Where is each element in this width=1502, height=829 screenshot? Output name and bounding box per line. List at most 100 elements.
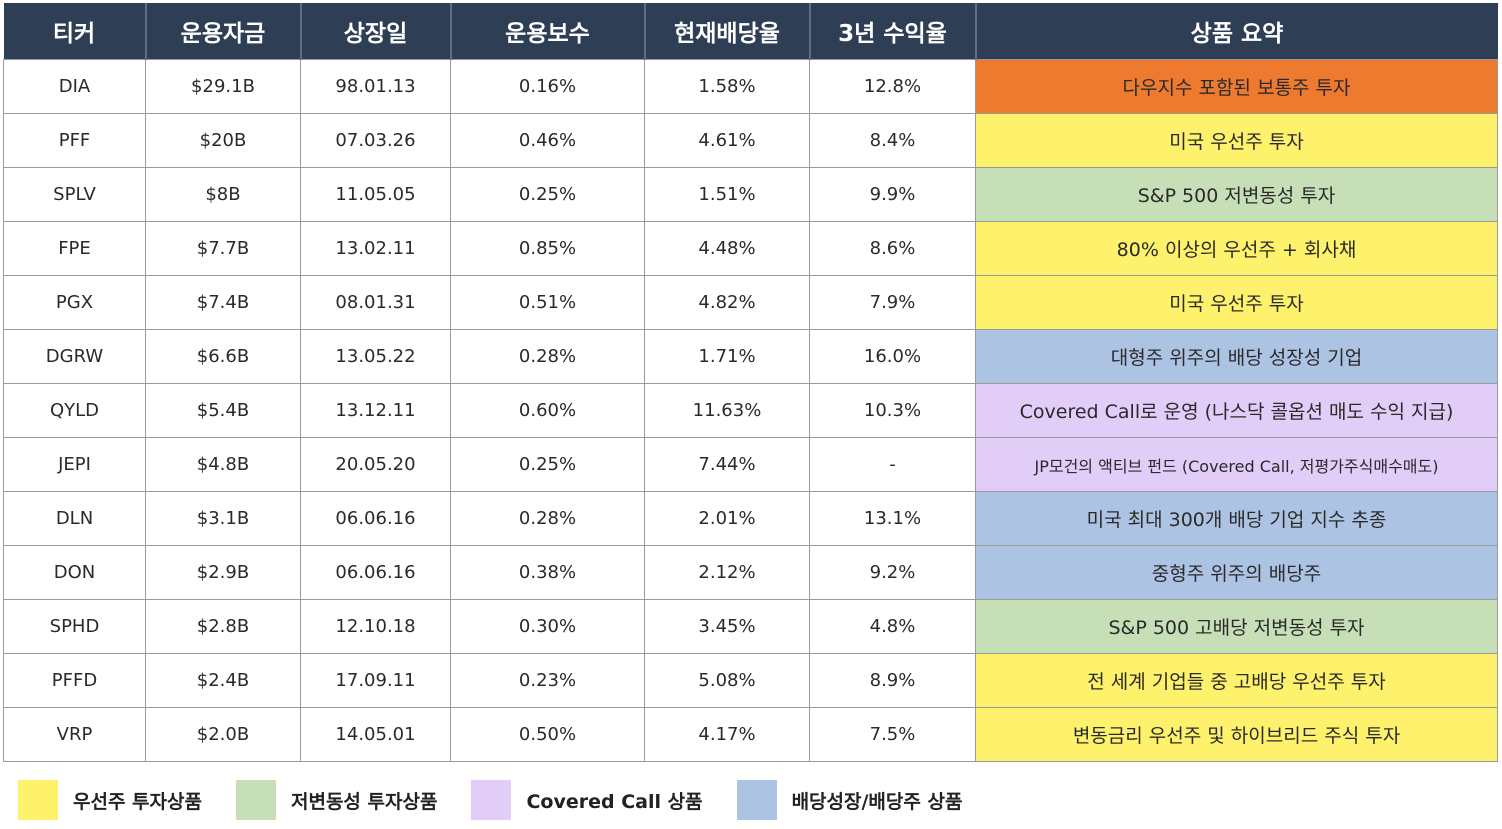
header-summary: 상품 요약: [975, 3, 1498, 60]
cell-fee: 0.30%: [450, 599, 645, 654]
cell-aum: $5.4B: [145, 383, 301, 438]
header-row: 티커 운용자금 상장일 운용보수 현재배당율 3년 수익율 상품 요약: [3, 3, 1498, 60]
cell-summary: 미국 최대 300개 배당 기업 지수 추종: [975, 491, 1498, 546]
table-row: PFFD $2.4B 17.09.11 0.23% 5.08% 8.9% 전 세계 기업들 …: [3, 653, 1498, 708]
header-listing-date: 상장일: [300, 3, 452, 60]
cell-dividend-yield: 5.08%: [644, 653, 810, 708]
cell-ticker: DGRW: [3, 329, 146, 384]
cell-ticker: QYLD: [3, 383, 146, 438]
cell-dividend-yield: 7.44%: [644, 437, 810, 492]
cell-listing-date: 13.05.22: [300, 329, 451, 384]
legend-label: 배당성장/배당주 상품: [791, 790, 963, 813]
cell-aum: $4.8B: [145, 437, 301, 492]
table-row: DGRW $6.6B 13.05.22 0.28% 1.71% 16.0% 대형주 위주의 …: [3, 329, 1498, 384]
cell-dividend-yield: 1.51%: [644, 167, 810, 222]
cell-summary: 다우지수 포함된 보통주 투자: [975, 59, 1498, 114]
cell-ticker: VRP: [3, 707, 146, 762]
cell-3y-return: 9.2%: [809, 545, 976, 600]
cell-aum: $8B: [145, 167, 301, 222]
cell-3y-return: 4.8%: [809, 599, 976, 654]
cell-ticker: PFFD: [3, 653, 146, 708]
table-row: VRP $2.0B 14.05.01 0.50% 4.17% 7.5% 변동금리 우선주 및…: [3, 707, 1498, 762]
cell-listing-date: 06.06.16: [300, 545, 451, 600]
cell-fee: 0.46%: [450, 113, 645, 168]
cell-ticker: DIA: [3, 59, 146, 114]
legend-swatch: [235, 780, 276, 820]
cell-aum: $20B: [145, 113, 301, 168]
cell-listing-date: 13.12.11: [300, 383, 451, 438]
cell-3y-return: 9.9%: [809, 167, 976, 222]
header-aum: 운용자금: [145, 3, 302, 60]
legend-label: Covered Call 상품: [526, 790, 703, 813]
legend-label: 저변동성 투자상품: [290, 790, 438, 813]
cell-fee: 0.85%: [450, 221, 645, 276]
cell-fee: 0.23%: [450, 653, 645, 708]
table-row: PGX $7.4B 08.01.31 0.51% 4.82% 7.9% 미국 우선주 투자: [3, 275, 1498, 330]
header-fee: 운용보수: [450, 3, 646, 60]
table-row: SPLV $8B 11.05.05 0.25% 1.51% 9.9% S&P 500 저변동…: [3, 167, 1498, 222]
cell-ticker: PGX: [3, 275, 146, 330]
cell-summary: 변동금리 우선주 및 하이브리드 주식 투자: [975, 707, 1498, 762]
cell-ticker: FPE: [3, 221, 146, 276]
legend-item: 우선주 투자상품: [18, 780, 202, 820]
header-ticker: 티커: [3, 3, 147, 60]
cell-ticker: SPLV: [3, 167, 146, 222]
cell-3y-return: 7.5%: [809, 707, 976, 762]
cell-dividend-yield: 1.58%: [644, 59, 810, 114]
cell-aum: $29.1B: [145, 59, 301, 114]
cell-dividend-yield: 1.71%: [644, 329, 810, 384]
cell-fee: 0.38%: [450, 545, 645, 600]
cell-summary: 중형주 위주의 배당주: [975, 545, 1498, 600]
legend-swatch: [471, 780, 512, 820]
table-row: FPE $7.7B 13.02.11 0.85% 4.48% 8.6% 80% 이상의 우선…: [3, 221, 1498, 276]
cell-listing-date: 08.01.31: [300, 275, 451, 330]
cell-fee: 0.16%: [450, 59, 645, 114]
cell-summary: 80% 이상의 우선주 + 회사채: [975, 221, 1498, 276]
cell-listing-date: 13.02.11: [300, 221, 451, 276]
cell-fee: 0.25%: [450, 437, 645, 492]
cell-3y-return: 8.6%: [809, 221, 976, 276]
cell-ticker: PFF: [3, 113, 146, 168]
cell-listing-date: 06.06.16: [300, 491, 451, 546]
legend-label: 우선주 투자상품: [73, 790, 202, 813]
cell-fee: 0.28%: [450, 491, 645, 546]
table-row: DIA $29.1B 98.01.13 0.16% 1.58% 12.8% 다우지수 포함된…: [3, 59, 1498, 114]
cell-3y-return: 16.0%: [809, 329, 976, 384]
cell-dividend-yield: 2.01%: [644, 491, 810, 546]
cell-aum: $2.8B: [145, 599, 301, 654]
cell-3y-return: -: [809, 437, 976, 492]
cell-fee: 0.51%: [450, 275, 645, 330]
cell-fee: 0.50%: [450, 707, 645, 762]
legend-item: Covered Call 상품: [471, 780, 703, 820]
cell-listing-date: 98.01.13: [300, 59, 451, 114]
legend-item: 배당성장/배당주 상품: [736, 780, 963, 820]
cell-summary: S&P 500 저변동성 투자: [975, 167, 1498, 222]
cell-dividend-yield: 4.17%: [644, 707, 810, 762]
cell-dividend-yield: 11.63%: [644, 383, 810, 438]
cell-3y-return: 8.4%: [809, 113, 976, 168]
cell-listing-date: 12.10.18: [300, 599, 451, 654]
header-3y-return: 3년 수익율: [809, 3, 977, 60]
cell-3y-return: 7.9%: [809, 275, 976, 330]
legend-swatch: [18, 780, 58, 820]
legend: 우선주 투자상품 저변동성 투자상품 Covered Call 상품 배당성장/배당주…: [18, 780, 996, 820]
cell-dividend-yield: 3.45%: [644, 599, 810, 654]
cell-ticker: DLN: [3, 491, 146, 546]
cell-fee: 0.25%: [450, 167, 645, 222]
legend-item: 저변동성 투자상품: [235, 780, 438, 820]
table-row: QYLD $5.4B 13.12.11 0.60% 11.63% 10.3% Covered…: [3, 383, 1498, 438]
cell-listing-date: 07.03.26: [300, 113, 451, 168]
cell-aum: $3.1B: [145, 491, 301, 546]
cell-summary: S&P 500 고배당 저변동성 투자: [975, 599, 1498, 654]
cell-dividend-yield: 4.48%: [644, 221, 810, 276]
cell-ticker: JEPI: [3, 437, 146, 492]
cell-summary: Covered Call로 운영 (나스닥 콜옵션 매도 수익 지급): [975, 383, 1498, 438]
table-row: JEPI $4.8B 20.05.20 0.25% 7.44% - JP모건의 액티브 펀드…: [3, 437, 1498, 492]
etf-table: 티커 운용자금 상장일 운용보수 현재배당율 3년 수익율 상품 요약 DIA $…: [3, 3, 1498, 762]
cell-dividend-yield: 2.12%: [644, 545, 810, 600]
cell-ticker: DON: [3, 545, 146, 600]
header-dividend-yield: 현재배당율: [644, 3, 811, 60]
cell-3y-return: 10.3%: [809, 383, 976, 438]
cell-ticker: SPHD: [3, 599, 146, 654]
cell-fee: 0.60%: [450, 383, 645, 438]
